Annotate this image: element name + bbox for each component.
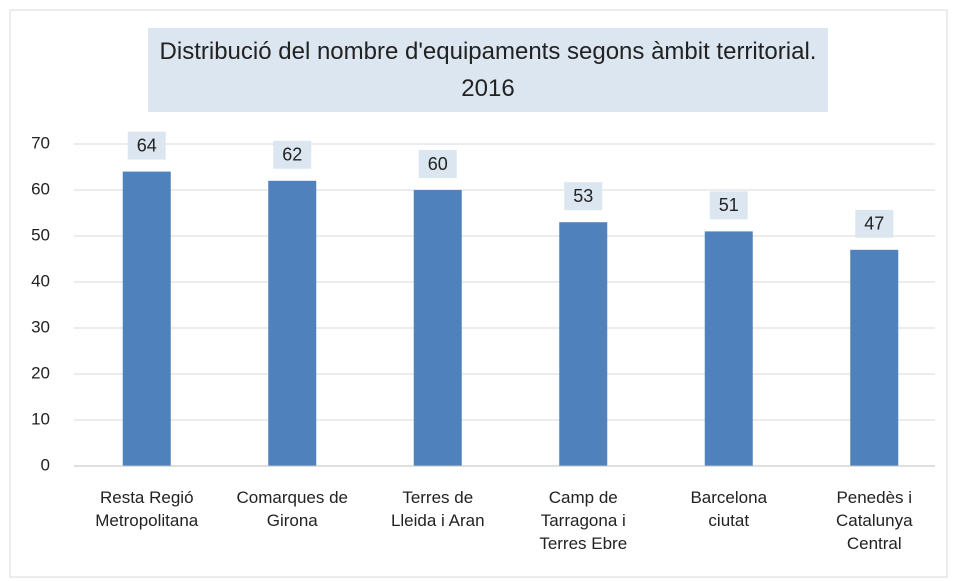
data-label: 47 bbox=[864, 214, 884, 234]
x-tick-label: Comarques de Girona bbox=[236, 488, 348, 530]
y-tick-label: 20 bbox=[31, 363, 50, 382]
x-tick-label: Barcelona ciutat bbox=[690, 488, 768, 530]
data-label: 53 bbox=[573, 186, 593, 206]
bar bbox=[413, 190, 462, 466]
x-tick-label: Terres de Lleida i Aran bbox=[390, 488, 485, 530]
y-tick-label: 30 bbox=[31, 317, 50, 336]
data-label: 60 bbox=[428, 154, 448, 174]
data-label-box bbox=[709, 191, 748, 220]
x-tick-label: Camp de Tarragona i Terres Ebre bbox=[539, 488, 628, 553]
data-label-box bbox=[855, 209, 894, 238]
bar bbox=[122, 171, 171, 466]
data-label: 51 bbox=[719, 195, 739, 215]
data-label-box bbox=[273, 140, 312, 169]
data-label-box bbox=[564, 182, 603, 211]
data-label: 62 bbox=[282, 145, 302, 165]
y-tick-label: 0 bbox=[41, 455, 50, 474]
bar bbox=[559, 222, 608, 466]
chart-title: Distribució del nombre d'equipaments seg… bbox=[148, 28, 828, 112]
bar bbox=[704, 231, 753, 466]
y-tick-label: 40 bbox=[31, 271, 50, 290]
bar bbox=[850, 249, 899, 466]
x-tick-label: Penedès i Catalunya Central bbox=[835, 488, 913, 553]
data-label: 64 bbox=[137, 135, 157, 155]
y-tick-label: 70 bbox=[31, 133, 50, 152]
data-label-box bbox=[418, 150, 457, 178]
chart-border bbox=[9, 9, 948, 578]
bar bbox=[268, 180, 317, 467]
y-tick-label: 10 bbox=[31, 409, 50, 428]
y-tick-label: 50 bbox=[31, 225, 50, 244]
data-label-box bbox=[127, 131, 166, 160]
x-tick-label: Resta Regió Metropolitana bbox=[95, 488, 199, 530]
y-tick-label: 60 bbox=[31, 179, 50, 198]
